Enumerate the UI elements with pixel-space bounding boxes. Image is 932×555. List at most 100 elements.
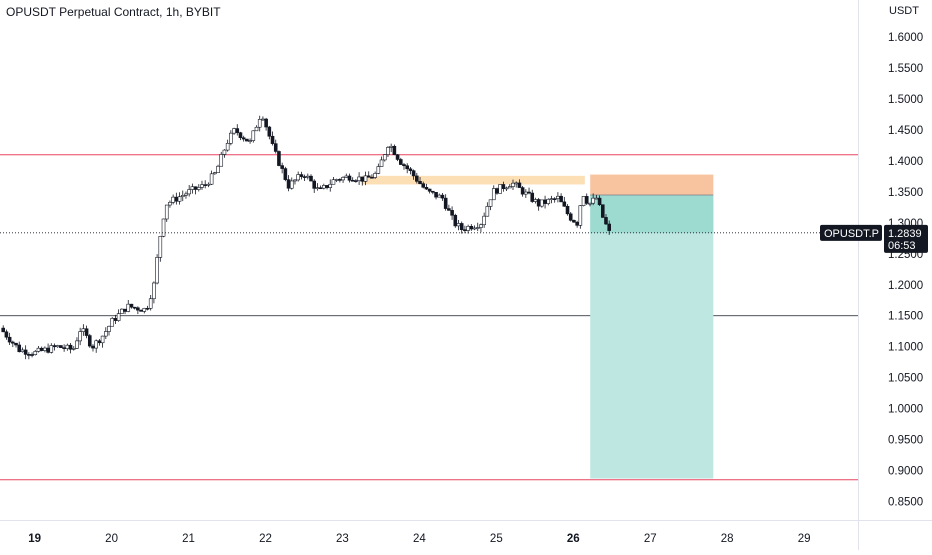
candle-down <box>459 223 464 230</box>
candle-down <box>174 196 179 202</box>
candle-down <box>145 307 150 310</box>
candle-up <box>591 197 595 204</box>
candle-up <box>65 344 70 349</box>
candle-up <box>248 140 252 142</box>
candle-up <box>158 235 163 258</box>
candle-up <box>341 177 345 181</box>
candle-down <box>572 220 576 223</box>
candle-down <box>312 180 317 189</box>
candle-up <box>213 172 217 175</box>
candle-up <box>296 174 300 181</box>
candle-up <box>379 159 384 167</box>
candle-up <box>322 185 326 189</box>
position-target-zone[interactable] <box>590 195 714 479</box>
candle-down <box>501 184 506 189</box>
x-tick-label: 28 <box>721 533 734 545</box>
candle-down <box>443 197 448 209</box>
countdown-label: 06:53 <box>888 240 916 252</box>
candle-down <box>59 345 63 348</box>
candle-up <box>328 183 333 188</box>
candle-up <box>514 182 519 185</box>
candle-down <box>245 138 249 142</box>
candle-up <box>81 328 86 332</box>
candle-down <box>495 188 499 194</box>
candle-down <box>283 168 288 180</box>
candle-down <box>264 118 268 128</box>
candle-down <box>136 307 140 311</box>
y-tick-label: 1.6000 <box>888 32 923 44</box>
x-tick-label: 22 <box>259 533 272 545</box>
candle-up <box>187 189 191 195</box>
candle-down <box>14 342 18 346</box>
candle-down <box>23 349 28 355</box>
candle-up <box>200 184 204 188</box>
candle-up <box>588 202 592 205</box>
candle-up <box>578 205 583 226</box>
candle-down <box>543 199 547 204</box>
candle-down <box>354 180 358 182</box>
candle-up <box>581 196 586 206</box>
currency-label: USDT <box>889 5 919 17</box>
candle-down <box>463 229 467 231</box>
candle-down <box>193 186 198 190</box>
x-tick-label: 26 <box>567 533 580 545</box>
candle-down <box>536 199 541 207</box>
candle-down <box>597 197 602 206</box>
candle-down <box>517 182 522 188</box>
candle-down <box>600 204 605 218</box>
candle-down <box>302 176 307 178</box>
x-tick-label: 24 <box>413 533 426 545</box>
y-tick-label: 1.5000 <box>888 94 923 106</box>
candle-down <box>402 164 406 167</box>
candle-down <box>440 194 445 199</box>
position-stop-zone[interactable] <box>590 174 714 195</box>
candle-down <box>241 137 246 140</box>
candle-down <box>559 195 563 203</box>
candle-down <box>584 196 589 204</box>
candle-down <box>469 226 474 230</box>
candle-down <box>447 208 451 211</box>
candle-up <box>196 187 201 190</box>
candle-up <box>315 187 320 189</box>
candle-up <box>511 182 515 187</box>
candle-down <box>273 143 278 152</box>
candle-up <box>155 257 159 284</box>
candle-up <box>222 149 227 155</box>
candle-up <box>504 187 509 190</box>
candle-down <box>139 309 143 312</box>
candle-up <box>344 175 349 178</box>
supply-zone[interactable] <box>361 175 585 185</box>
candle-up <box>373 173 377 178</box>
candle-up <box>594 197 599 200</box>
candle-up <box>142 307 147 312</box>
candle-up <box>152 282 156 300</box>
candle-up <box>533 199 538 202</box>
candle-up <box>78 331 82 342</box>
candle-down <box>568 213 573 221</box>
candle-down <box>113 318 118 321</box>
candle-up <box>55 345 60 348</box>
candle-up <box>184 193 188 196</box>
candle-up <box>386 147 390 155</box>
candle-down <box>203 184 208 186</box>
candle-up <box>289 180 294 189</box>
candle-down <box>604 217 608 225</box>
candle-down <box>530 192 535 202</box>
candle-down <box>360 176 365 182</box>
candle-down <box>421 183 426 188</box>
candle-up <box>94 340 98 349</box>
candle-down <box>7 336 12 343</box>
candle-up <box>71 348 76 350</box>
y-tick-label: 1.4500 <box>888 125 923 137</box>
y-tick-label: 1.1500 <box>888 311 923 323</box>
candle-down <box>350 179 355 182</box>
x-tick-label: 23 <box>336 533 349 545</box>
candle-up <box>33 351 38 355</box>
x-tick-label: 21 <box>182 533 195 545</box>
candle-down <box>398 159 403 165</box>
candle-down <box>39 347 44 351</box>
candle-down <box>607 223 611 231</box>
candle-down <box>91 345 95 349</box>
